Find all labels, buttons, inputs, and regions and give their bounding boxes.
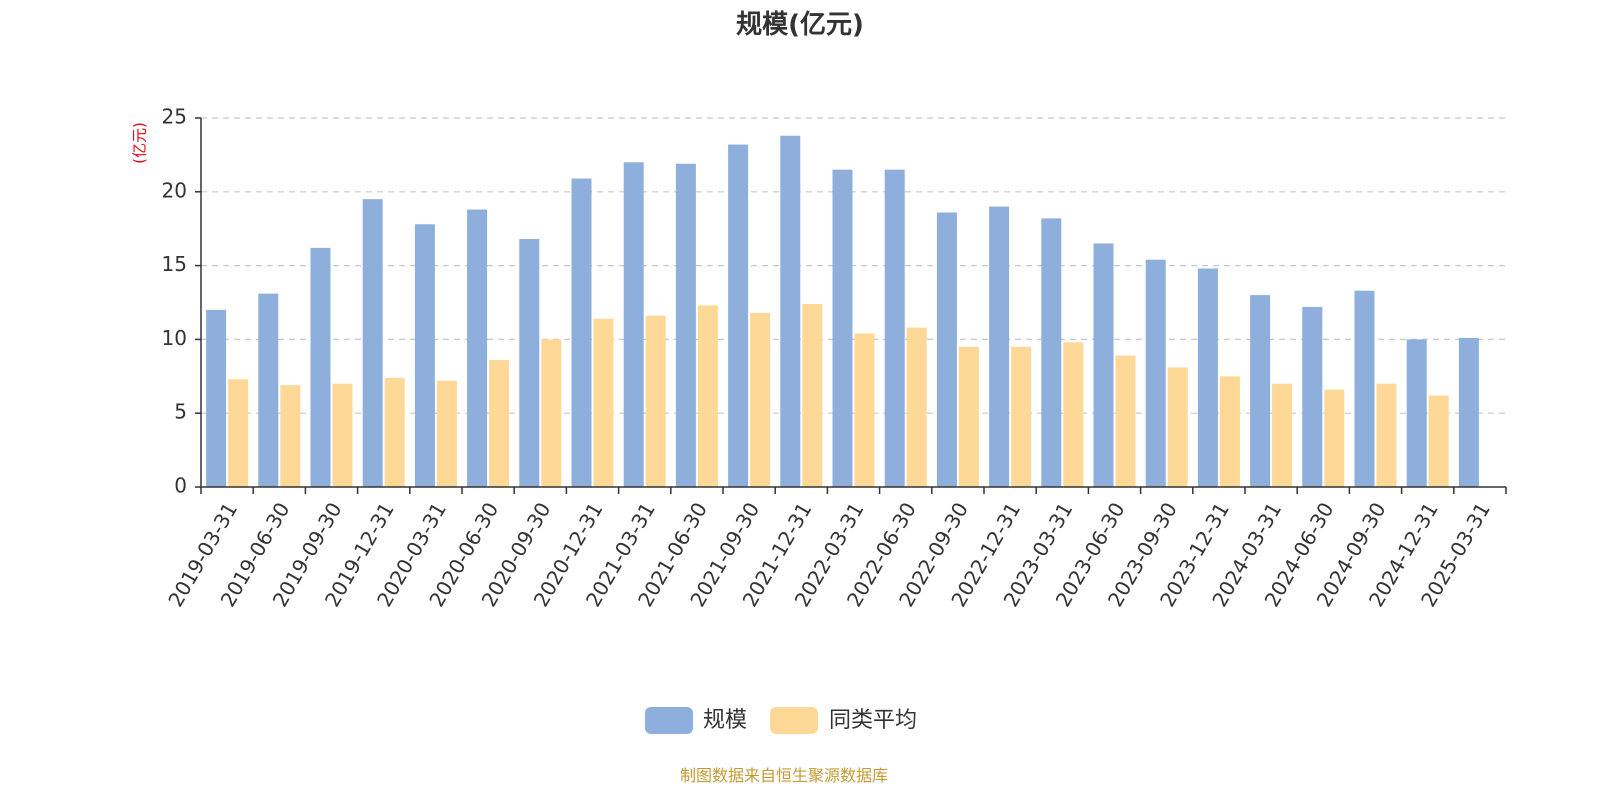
bar-peer-average-2021-12-31[interactable] (802, 303, 823, 487)
bar-peer-average-2019-03-31[interactable] (228, 379, 249, 487)
legend-item-scale[interactable]: 规模 (645, 707, 747, 734)
y-tick-label: 25 (162, 105, 187, 129)
bar-scale-2020-12-31[interactable] (571, 178, 592, 488)
legend-label: 同类平均 (829, 708, 917, 733)
grid-lines (201, 117, 1506, 414)
bar-scale-2024-03-31[interactable] (1250, 295, 1271, 487)
bar-peer-average-2022-12-31[interactable] (1011, 346, 1032, 487)
bar-peer-average-2023-06-30[interactable] (1115, 355, 1136, 487)
bar-peer-average-2022-03-31[interactable] (854, 333, 875, 487)
bar-peer-average-2020-09-30[interactable] (541, 339, 562, 487)
bar-peer-average-2022-09-30[interactable] (958, 346, 979, 487)
bar-peer-average-2020-12-31[interactable] (593, 318, 614, 487)
bar-scale-2022-06-30[interactable] (884, 169, 905, 487)
bar-peer-average-2020-06-30[interactable] (489, 360, 510, 487)
legend-swatch (645, 707, 693, 734)
bar-peer-average-2024-06-30[interactable] (1324, 389, 1345, 487)
bar-scale-2020-03-31[interactable] (414, 224, 435, 487)
bar-peer-average-2023-12-31[interactable] (1219, 376, 1240, 487)
bar-peer-average-2024-12-31[interactable] (1428, 395, 1449, 487)
bar-scale-2023-12-31[interactable] (1197, 268, 1218, 487)
bar-peer-average-2021-03-31[interactable] (645, 315, 666, 487)
bar-scale-2024-06-30[interactable] (1302, 306, 1323, 487)
bar-scale-2019-09-30[interactable] (310, 247, 331, 487)
bar-peer-average-2024-09-30[interactable] (1376, 383, 1397, 487)
bar-scale-2021-09-30[interactable] (728, 144, 749, 487)
bar-scale-2024-09-30[interactable] (1354, 290, 1375, 487)
bar-scale-2020-09-30[interactable] (519, 239, 540, 487)
bar-scale-2022-03-31[interactable] (832, 169, 853, 487)
y-tick-label: 10 (162, 326, 187, 350)
bar-scale-2021-06-30[interactable] (675, 163, 696, 488)
legend-swatch (770, 707, 818, 734)
bar-peer-average-2019-09-30[interactable] (332, 383, 353, 487)
chart-title: 规模(亿元) (736, 10, 864, 40)
bar-peer-average-2021-09-30[interactable] (750, 312, 771, 487)
bar-scale-2025-03-31[interactable] (1458, 337, 1479, 487)
bar-peer-average-2019-12-31[interactable] (384, 377, 405, 487)
bar-scale-2023-06-30[interactable] (1093, 243, 1114, 487)
y-tick-label: 15 (162, 252, 187, 276)
y-tick-label: 20 (162, 178, 187, 202)
bar-scale-2023-03-31[interactable] (1041, 218, 1062, 488)
y-tick-label: 0 (174, 474, 187, 498)
bar-peer-average-2022-06-30[interactable] (906, 327, 927, 487)
legend-label: 规模 (703, 708, 747, 733)
x-tick-labels: 2019-03-312019-06-302019-09-302019-12-31… (163, 498, 1495, 611)
bar-scale-2023-09-30[interactable] (1145, 259, 1166, 487)
bar-scale-2020-06-30[interactable] (467, 209, 488, 487)
bar-scale-2024-12-31[interactable] (1406, 339, 1427, 487)
legend[interactable]: 规模 同类平均 (645, 707, 917, 734)
source-note: 制图数据来自恒生聚源数据库 (680, 766, 888, 785)
bar-scale-2022-09-30[interactable] (936, 212, 957, 488)
bar-scale-2019-03-31[interactable] (206, 309, 227, 487)
y-tick-label: 5 (174, 400, 187, 424)
axes (195, 117, 1507, 494)
bar-peer-average-2020-03-31[interactable] (436, 380, 457, 487)
bar-scale-2022-12-31[interactable] (989, 206, 1010, 487)
bar-series (206, 135, 1479, 488)
bar-peer-average-2023-09-30[interactable] (1167, 367, 1188, 487)
bar-peer-average-2024-03-31[interactable] (1272, 383, 1293, 487)
bar-scale-2021-03-31[interactable] (623, 162, 644, 487)
bar-scale-2021-12-31[interactable] (780, 135, 801, 487)
legend-item-peer-average[interactable]: 同类平均 (770, 707, 917, 734)
y-tick-labels: 0 5 10 15 20 25 (162, 105, 187, 498)
y-axis-unit-label: (亿元) (131, 122, 149, 164)
bar-peer-average-2023-03-31[interactable] (1063, 342, 1084, 487)
bar-scale-2019-12-31[interactable] (362, 199, 383, 487)
bar-scale-2019-06-30[interactable] (258, 293, 279, 487)
bar-peer-average-2021-06-30[interactable] (697, 305, 718, 487)
bar-peer-average-2019-06-30[interactable] (280, 385, 301, 487)
